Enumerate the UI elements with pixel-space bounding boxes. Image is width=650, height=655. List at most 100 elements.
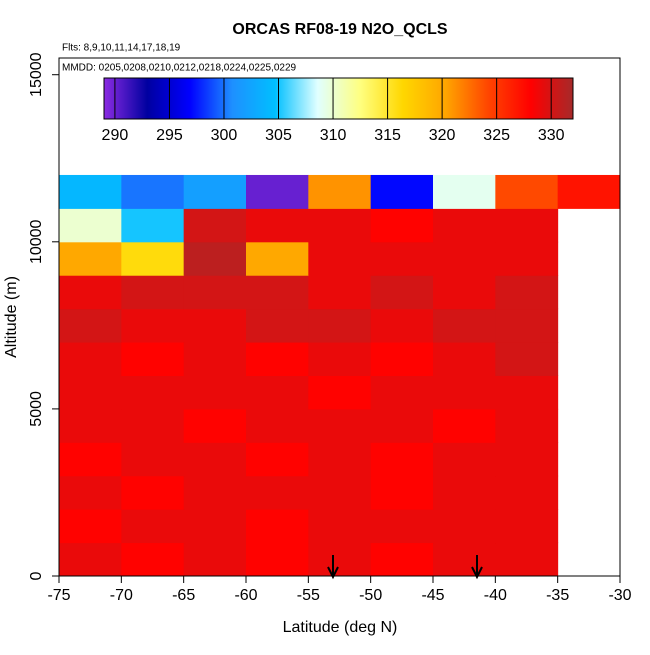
colorbar-strip [104, 78, 106, 119]
colorbar-strip [478, 78, 480, 119]
cell [308, 342, 372, 376]
colorbar-strip [399, 78, 401, 119]
colorbar-strip [337, 78, 339, 119]
colorbar-strip [465, 78, 467, 119]
colorbar-strip [134, 78, 136, 119]
colorbar-strip [535, 78, 537, 119]
colorbar-strip [348, 78, 350, 119]
cell [59, 509, 122, 544]
colorbar-strip [550, 78, 552, 119]
cell [59, 442, 122, 477]
colorbar-strip [450, 78, 452, 119]
colorbar-strip [328, 78, 330, 119]
colorbar-strip [119, 78, 121, 119]
colorbar-strip [428, 78, 430, 119]
colorbar-strip [191, 78, 193, 119]
colorbar-strip [311, 78, 313, 119]
colorbar-strip [246, 78, 248, 119]
colorbar-strip [255, 78, 257, 119]
colorbar-strip [375, 78, 377, 119]
colorbar-strip [151, 78, 153, 119]
colorbar-strip [527, 78, 529, 119]
colorbar-strip [252, 78, 254, 119]
colorbar-tick-label: 315 [374, 127, 401, 144]
colorbar-strip [407, 78, 409, 119]
colorbar-strip [177, 78, 179, 119]
colorbar-strip [561, 78, 563, 119]
colorbar-strip [452, 78, 454, 119]
colorbar-strip [256, 78, 258, 119]
colorbar-strip [275, 78, 277, 119]
y-tick-label: 15000 [28, 52, 45, 97]
cell [370, 342, 434, 376]
cell [246, 308, 309, 343]
colorbar-strip [266, 78, 268, 119]
colorbar-strip [325, 78, 327, 119]
colorbar-strip [287, 78, 289, 119]
colorbar-strip [145, 78, 147, 119]
cell [183, 408, 247, 443]
colorbar-strip [475, 78, 477, 119]
colorbar-strip [155, 78, 157, 119]
colorbar-strip [188, 78, 190, 119]
x-tick-label: -35 [546, 587, 569, 604]
colorbar-strip [495, 78, 497, 119]
colorbar-strip [393, 78, 395, 119]
cell [433, 475, 496, 510]
colorbar-strip [207, 78, 209, 119]
colorbar-strip [122, 78, 124, 119]
colorbar-strip [510, 78, 512, 119]
cell [246, 375, 309, 410]
colorbar-strip [403, 78, 405, 119]
colorbar-strip [552, 78, 554, 119]
colorbar-strip [307, 78, 309, 119]
colorbar-strip [358, 78, 360, 119]
colorbar-strip [216, 78, 218, 119]
colorbar-strip [392, 78, 394, 119]
colorbar-strip [354, 78, 356, 119]
colorbar-strip [381, 78, 383, 119]
colorbar-strip [549, 78, 551, 119]
x-tick-label: -30 [608, 587, 631, 604]
colorbar-strip [479, 78, 481, 119]
colorbar-strip [189, 78, 191, 119]
cell [183, 275, 247, 310]
colorbar-strip [466, 78, 468, 119]
colorbar-strip [220, 78, 222, 119]
colorbar-strip [190, 78, 192, 119]
colorbar-strip [383, 78, 385, 119]
colorbar-strip [458, 78, 460, 119]
colorbar-strip [540, 78, 542, 119]
colorbar-strip [268, 78, 270, 119]
colorbar-strip [158, 78, 160, 119]
y-axis-label: Altitude (m) [3, 276, 20, 358]
cell [308, 509, 372, 544]
colorbar-strip [107, 78, 109, 119]
colorbar-strip [360, 78, 362, 119]
cell [59, 475, 122, 510]
colorbar-strip [544, 78, 546, 119]
colorbar-strip [257, 78, 259, 119]
cell [59, 208, 122, 243]
colorbar-strip [412, 78, 414, 119]
colorbar-strip [251, 78, 253, 119]
colorbar-tick-label: 320 [429, 127, 456, 144]
colorbar-strip [231, 78, 233, 119]
colorbar-strip [219, 78, 221, 119]
colorbar-strip [308, 78, 310, 119]
cell [433, 308, 496, 343]
colorbar-strip [175, 78, 177, 119]
cell [59, 308, 122, 343]
cell [370, 475, 434, 510]
colorbar-strip [277, 78, 279, 119]
colorbar-strip [264, 78, 266, 119]
colorbar-strip [259, 78, 261, 119]
colorbar-strip [396, 78, 398, 119]
colorbar-strip [247, 78, 249, 119]
colorbar-strip [402, 78, 404, 119]
colorbar-strip [321, 78, 323, 119]
colorbar-strip [118, 78, 120, 119]
cell [370, 275, 434, 310]
cell [495, 241, 559, 276]
colorbar-strip [236, 78, 238, 119]
